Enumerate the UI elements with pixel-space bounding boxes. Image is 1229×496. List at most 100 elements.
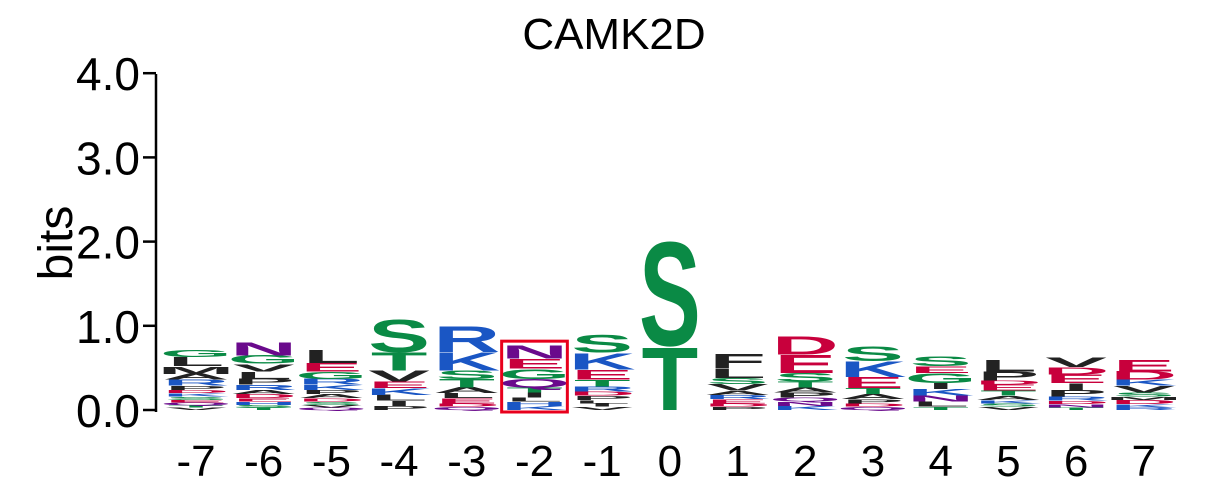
logo-letter-M: M bbox=[157, 364, 234, 376]
logo-letter-N: N bbox=[907, 394, 974, 403]
logo-letter-R: R bbox=[163, 378, 230, 387]
logo-letter-R: R bbox=[230, 383, 297, 391]
y-tick-label: 2.0 bbox=[76, 217, 140, 269]
logo-letter-K: K bbox=[569, 349, 636, 375]
y-tick-label: 3.0 bbox=[76, 132, 140, 184]
logo-letter-R: R bbox=[569, 385, 636, 393]
x-tick-label: 6 bbox=[1064, 437, 1088, 486]
logo-letter-P: P bbox=[774, 391, 836, 399]
logo-letter-D: D bbox=[975, 379, 1042, 386]
logo-letter-D: D bbox=[1110, 399, 1177, 406]
logo-letter-A: A bbox=[433, 386, 500, 395]
logo-letter-P: P bbox=[707, 406, 769, 411]
logo-letter-T: T bbox=[1048, 407, 1105, 411]
logo-letter-E: E bbox=[978, 383, 1040, 392]
logo-letter-D: D bbox=[704, 402, 771, 407]
x-tick-label: 3 bbox=[861, 437, 885, 486]
logo-letter-L: L bbox=[439, 392, 496, 400]
logo-letter-D: D bbox=[1110, 369, 1177, 382]
logo-letter-E: E bbox=[1045, 372, 1107, 385]
logo-letter-A: A bbox=[704, 390, 771, 397]
x-tick-label: 4 bbox=[928, 437, 952, 486]
logo-letter-V: V bbox=[233, 362, 295, 374]
x-tick-label: 5 bbox=[996, 437, 1020, 486]
logo-letter-T: T bbox=[371, 348, 428, 376]
logo-letter-N: N bbox=[1043, 403, 1110, 408]
y-tick-label: 0.0 bbox=[76, 385, 140, 437]
logo-letter-E: E bbox=[436, 397, 498, 405]
logo-letter-T: T bbox=[168, 404, 225, 408]
x-tick-label: -1 bbox=[583, 437, 622, 486]
logo-letter-E: E bbox=[165, 399, 227, 403]
logo-letter-R: R bbox=[1110, 407, 1177, 411]
x-tick-label: -7 bbox=[176, 437, 215, 486]
x-tick-label: -3 bbox=[447, 437, 486, 486]
logo-letter-S: S bbox=[301, 401, 363, 406]
logo-letter-G: G bbox=[905, 371, 977, 387]
logo-letter-E: E bbox=[571, 367, 633, 383]
y-axis-ticks: 0.0 1.0 2.0 3.0 4.0 bbox=[76, 48, 156, 437]
logo-letter-P: P bbox=[571, 395, 633, 402]
logo-letter-A: A bbox=[298, 393, 365, 400]
chart-title: CAMK2D bbox=[522, 10, 705, 59]
x-tick-label: 2 bbox=[793, 437, 817, 486]
logo-letter-A: A bbox=[230, 389, 297, 396]
x-tick-label: 0 bbox=[658, 437, 682, 486]
x-axis-labels: -7 -6 -5 -4 -3 -2 -1 0 1 2 3 4 5 6 7 bbox=[176, 437, 1156, 486]
logo-letter-S: S bbox=[707, 377, 769, 386]
logo-letter-E: E bbox=[368, 380, 430, 391]
logo-letter-P: P bbox=[368, 405, 430, 412]
logo-stacks: VTQESKDPRAMLGTSHEDARPLVGNQVSDAPKRGELPILK… bbox=[157, 212, 1182, 430]
logo-letter-T: T bbox=[506, 386, 563, 394]
logo-letter-A: A bbox=[772, 386, 839, 394]
logo-letter-K: K bbox=[907, 387, 974, 398]
logo-letter-E: E bbox=[233, 397, 295, 402]
x-tick-label: 7 bbox=[1132, 437, 1156, 486]
logo-letter-D: D bbox=[840, 402, 907, 407]
logo-letter-S: S bbox=[842, 342, 904, 366]
logo-letter-L: L bbox=[574, 399, 631, 404]
logo-letter-S: S bbox=[436, 368, 498, 381]
logo-letter-R: R bbox=[433, 318, 500, 360]
logo-letter-E: E bbox=[774, 350, 836, 378]
logo-letter-E: E bbox=[504, 356, 566, 372]
logo-letter-V: V bbox=[571, 406, 633, 411]
logo-letter-K: K bbox=[501, 405, 568, 412]
logo-letter-G: G bbox=[160, 347, 232, 359]
logo-letter-T: T bbox=[574, 378, 631, 389]
y-tick-label: 4.0 bbox=[76, 48, 140, 100]
logo-letter-L: L bbox=[506, 396, 563, 403]
logo-letter-V: V bbox=[1045, 355, 1107, 371]
logo-letter-D: D bbox=[1043, 400, 1110, 405]
logo-letter-V: V bbox=[707, 382, 769, 393]
logo-letter-E: E bbox=[301, 361, 363, 374]
logo-letter-K: K bbox=[1110, 403, 1177, 408]
logo-letter-I: I bbox=[386, 399, 412, 407]
logo-letter-V: V bbox=[165, 407, 227, 411]
logo-letter-L: L bbox=[235, 369, 292, 381]
logo-letter-T: T bbox=[845, 387, 902, 396]
logo-letter-F: F bbox=[709, 350, 766, 374]
logo-letter-I: I bbox=[928, 382, 954, 391]
logo-letter-A: A bbox=[840, 393, 907, 401]
x-tick-label: -6 bbox=[244, 437, 283, 486]
logo-letter-K: K bbox=[163, 392, 230, 397]
logo-letter-K: K bbox=[772, 405, 839, 412]
logo-letter-S: S bbox=[368, 310, 430, 362]
logo-letter-L: L bbox=[168, 355, 225, 369]
logo-letter-P: P bbox=[1045, 388, 1107, 399]
logo-letter-V: V bbox=[301, 404, 363, 408]
logo-letter-T: T bbox=[642, 329, 699, 430]
logo-letter-Q: Q bbox=[160, 402, 232, 406]
x-tick-label: -4 bbox=[380, 437, 419, 486]
logo-letter-K: K bbox=[366, 386, 433, 397]
logo-letter-Q: Q bbox=[769, 396, 841, 403]
logo-letter-D: D bbox=[298, 397, 365, 402]
logo-letter-P: P bbox=[165, 385, 227, 392]
logo-letter-H: H bbox=[501, 401, 568, 408]
logo-letter-Q: Q bbox=[431, 406, 503, 411]
logo-letter-L: L bbox=[912, 400, 969, 408]
logo-letter-E: E bbox=[842, 375, 904, 392]
logo-letter-P: P bbox=[301, 389, 363, 396]
